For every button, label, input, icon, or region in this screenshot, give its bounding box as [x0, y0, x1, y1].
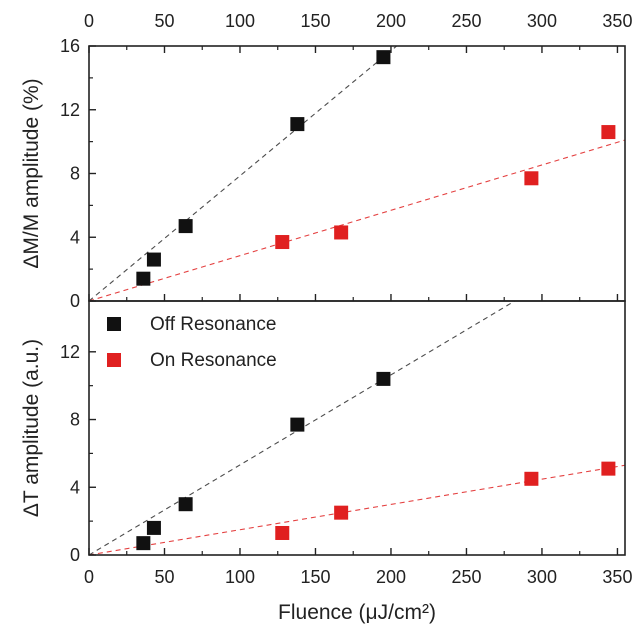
- fit-line-on: [89, 464, 625, 555]
- point-on-3: [524, 171, 539, 186]
- panel-frame: [88, 300, 626, 556]
- point-on-2: [334, 505, 349, 520]
- x-top-tick-label: 0: [84, 11, 94, 31]
- y-tick-label: 16: [60, 36, 80, 56]
- x-bottom-tick-label: 300: [527, 567, 557, 587]
- point-off-4: [290, 117, 305, 132]
- y-tick-label: 4: [70, 227, 80, 247]
- point-off-5: [376, 371, 391, 386]
- x-top-tick-label: 200: [376, 11, 406, 31]
- x-top-tick-label: 250: [451, 11, 481, 31]
- x-bottom-tick-label: 200: [376, 567, 406, 587]
- x-bottom-tick-label: 350: [602, 567, 632, 587]
- point-on-3: [524, 471, 539, 486]
- fit-line-off: [89, 46, 398, 301]
- x-top-tick-label: 150: [300, 11, 330, 31]
- point-on-2: [334, 225, 349, 240]
- point-off-2: [146, 520, 161, 535]
- x-top-tick-label: 350: [602, 11, 632, 31]
- point-off-4: [290, 417, 305, 432]
- legend-label-on: On Resonance: [150, 350, 277, 371]
- y-tick-label: 8: [70, 410, 80, 430]
- x-top-tick-label: 50: [154, 11, 174, 31]
- point-on-1: [275, 525, 290, 540]
- point-off-1: [136, 271, 151, 286]
- y-tick-label: 12: [60, 342, 80, 362]
- point-off-3: [178, 497, 193, 512]
- chart-panels: 0 4 8 12 16 ΔM/M amplitude (%) 0 4 8 12 ΔT amplitu…: [20, 11, 632, 587]
- panel-2: 0 4 8 12 ΔT amplitude (a.u.) Off Resonance On …: [20, 300, 626, 565]
- y-axis-title: ΔM/M amplitude (%): [20, 78, 43, 268]
- point-off-5: [376, 50, 391, 65]
- panel-1: 0 4 8 12 16 ΔM/M amplitude (%): [20, 36, 626, 311]
- y-axis-title: ΔT amplitude (a.u.): [20, 339, 43, 517]
- x-top-tick-labels: 0 50 100 150 200 250 300 350: [84, 11, 632, 31]
- y-tick-label: 8: [70, 164, 80, 184]
- point-on-4: [601, 125, 616, 140]
- x-bottom-tick-label: 100: [225, 567, 255, 587]
- x-axis-title: Fluence (μJ/cm²): [278, 601, 436, 624]
- x-bottom-tick-labels: 0 50 100 150 200 250 300 350: [84, 567, 632, 587]
- y-tick-label: 0: [70, 291, 80, 311]
- point-on-1: [275, 235, 290, 250]
- point-off-2: [146, 252, 161, 267]
- x-bottom-tick-label: 0: [84, 567, 94, 587]
- y-tick-label: 4: [70, 477, 80, 497]
- legend-marker-off: [107, 317, 121, 331]
- legend-label-off: Off Resonance: [150, 314, 276, 335]
- x-bottom-tick-label: 50: [154, 567, 174, 587]
- x-top-tick-label: 100: [225, 11, 255, 31]
- x-bottom-tick-label: 150: [300, 567, 330, 587]
- x-bottom-tick-label: 250: [451, 567, 481, 587]
- point-on-4: [601, 461, 616, 476]
- panel-frame: [88, 45, 626, 302]
- fit-line-on: [89, 139, 625, 301]
- y-tick-label: 0: [70, 545, 80, 565]
- point-off-3: [178, 219, 193, 234]
- legend: Off Resonance On Resonance: [107, 314, 277, 371]
- x-top-tick-label: 300: [527, 11, 557, 31]
- y-tick-label: 12: [60, 100, 80, 120]
- legend-marker-on: [107, 353, 121, 367]
- point-off-1: [136, 536, 151, 551]
